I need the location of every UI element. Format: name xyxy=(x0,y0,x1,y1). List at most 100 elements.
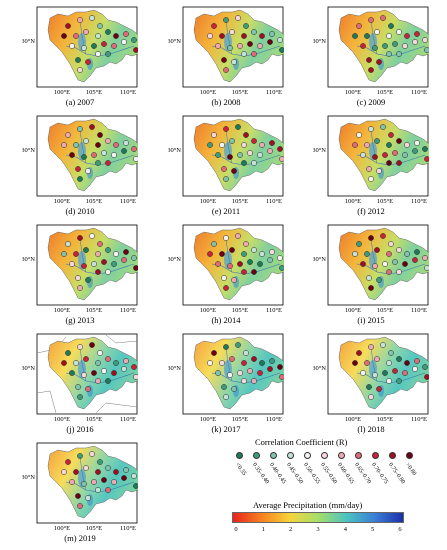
station-marker xyxy=(368,67,374,73)
map-panel: 30°N 100°E 105°E 110°E (g) 2013 xyxy=(22,224,138,332)
station-marker xyxy=(97,459,103,465)
station-marker xyxy=(376,168,382,174)
longitude-tick-label: 100°E xyxy=(54,525,70,532)
station-marker xyxy=(85,168,91,174)
station-marker xyxy=(366,384,372,390)
longitude-tick-label: 110°E xyxy=(411,89,427,96)
station-marker xyxy=(69,370,75,376)
station-marker xyxy=(386,142,392,148)
station-marker xyxy=(121,39,127,45)
station-marker xyxy=(75,57,81,63)
station-marker xyxy=(123,358,129,364)
station-marker xyxy=(223,17,229,23)
colorbar-tick-label: 6 xyxy=(398,526,402,533)
station-marker xyxy=(356,23,362,29)
station-marker xyxy=(241,360,247,366)
colorbar-tick-label: 5 xyxy=(371,526,375,533)
station-marker xyxy=(89,451,95,457)
station-marker xyxy=(61,251,67,257)
station-marker xyxy=(105,487,111,493)
station-marker xyxy=(374,247,380,253)
map-panel: 30°N 100°E 105°E 110°E (e) 2011 xyxy=(168,115,284,223)
longitude-tick-label: 105°E xyxy=(377,416,393,423)
station-marker xyxy=(95,142,101,148)
station-marker xyxy=(105,29,111,35)
station-marker xyxy=(95,251,101,257)
panel-caption: (d) 2010 xyxy=(65,206,95,216)
station-marker xyxy=(251,378,257,384)
correlation-legend-swatch xyxy=(338,452,345,459)
station-marker xyxy=(227,154,233,160)
map-2011: 30°N 100°E 105°E 110°E xyxy=(168,115,284,205)
station-marker xyxy=(95,33,101,39)
station-marker xyxy=(241,33,247,39)
correlation-legend-label: 0.60–0.65 xyxy=(336,462,355,486)
station-marker xyxy=(61,33,67,39)
panel-caption: (m) 2019 xyxy=(64,533,96,543)
longitude-tick-label: 105°E xyxy=(86,525,102,532)
correlation-legend-label: 0.55–0.60 xyxy=(319,462,338,486)
station-marker xyxy=(105,356,111,362)
latitude-tick-label: 30°N xyxy=(22,474,35,481)
station-marker xyxy=(392,259,398,265)
station-marker xyxy=(231,277,237,283)
station-marker xyxy=(111,152,117,158)
map-panel: 30°N 100°E 105°E 110°E (c) 2009 xyxy=(313,6,429,114)
station-marker xyxy=(259,251,265,257)
latitude-tick-label: 30°N xyxy=(168,147,181,154)
station-marker xyxy=(211,23,217,29)
correlation-legend-swatch xyxy=(304,452,311,459)
station-marker xyxy=(81,45,87,51)
station-marker xyxy=(223,67,229,73)
panel-caption: (b) 2008 xyxy=(211,97,241,107)
station-marker xyxy=(73,142,79,148)
station-marker xyxy=(382,261,388,267)
longitude-tick-label: 105°E xyxy=(232,307,248,314)
correlation-legend-label: 0.70–0.75 xyxy=(370,462,389,486)
correlation-legend-swatch xyxy=(287,452,294,459)
station-marker xyxy=(392,368,398,374)
correlation-legend-label: >0.80 xyxy=(404,462,417,477)
station-marker xyxy=(269,31,275,37)
longitude-tick-label: 110°E xyxy=(120,198,136,205)
station-marker xyxy=(131,473,137,479)
longitude-tick-label: 100°E xyxy=(54,198,70,205)
station-marker xyxy=(91,43,97,49)
longitude-tick-label: 110°E xyxy=(411,198,427,205)
station-marker xyxy=(215,370,221,376)
longitude-tick-label: 100°E xyxy=(345,307,361,314)
longitude-tick-label: 110°E xyxy=(411,307,427,314)
station-marker xyxy=(269,140,275,146)
station-marker xyxy=(356,350,362,356)
longitude-tick-label: 110°E xyxy=(266,307,282,314)
station-marker xyxy=(101,150,107,156)
station-marker xyxy=(352,251,358,257)
map-panel: 30°N 100°E 105°E 110°E (h) 2014 xyxy=(168,224,284,332)
station-marker xyxy=(396,378,402,384)
station-marker xyxy=(366,57,372,63)
station-marker xyxy=(121,257,127,263)
longitude-tick-label: 100°E xyxy=(54,416,70,423)
station-marker xyxy=(412,257,418,263)
station-marker xyxy=(414,249,420,255)
station-marker xyxy=(113,33,119,39)
station-marker xyxy=(77,453,83,459)
panel-caption: (a) 2007 xyxy=(65,97,95,107)
station-marker xyxy=(257,152,263,158)
longitude-tick-label: 105°E xyxy=(232,198,248,205)
latitude-tick-label: 30°N xyxy=(168,256,181,263)
station-marker xyxy=(243,23,249,29)
station-marker xyxy=(257,370,263,376)
station-marker xyxy=(237,43,243,49)
station-marker xyxy=(111,479,117,485)
station-marker xyxy=(388,132,394,138)
station-marker xyxy=(380,342,386,348)
station-marker xyxy=(374,138,380,144)
map-panel: 30°N 100°E 105°E 110°E (m) 2019 xyxy=(22,442,138,550)
map-panel: 30°N 100°E 105°E 110°E (a) 2007 xyxy=(22,6,138,114)
map-2012: 30°N 100°E 105°E 110°E xyxy=(313,115,429,205)
panel-caption: (g) 2013 xyxy=(65,315,95,325)
colorbar-tick-label: 2 xyxy=(289,526,293,533)
station-marker xyxy=(277,146,283,152)
station-marker xyxy=(247,259,253,265)
